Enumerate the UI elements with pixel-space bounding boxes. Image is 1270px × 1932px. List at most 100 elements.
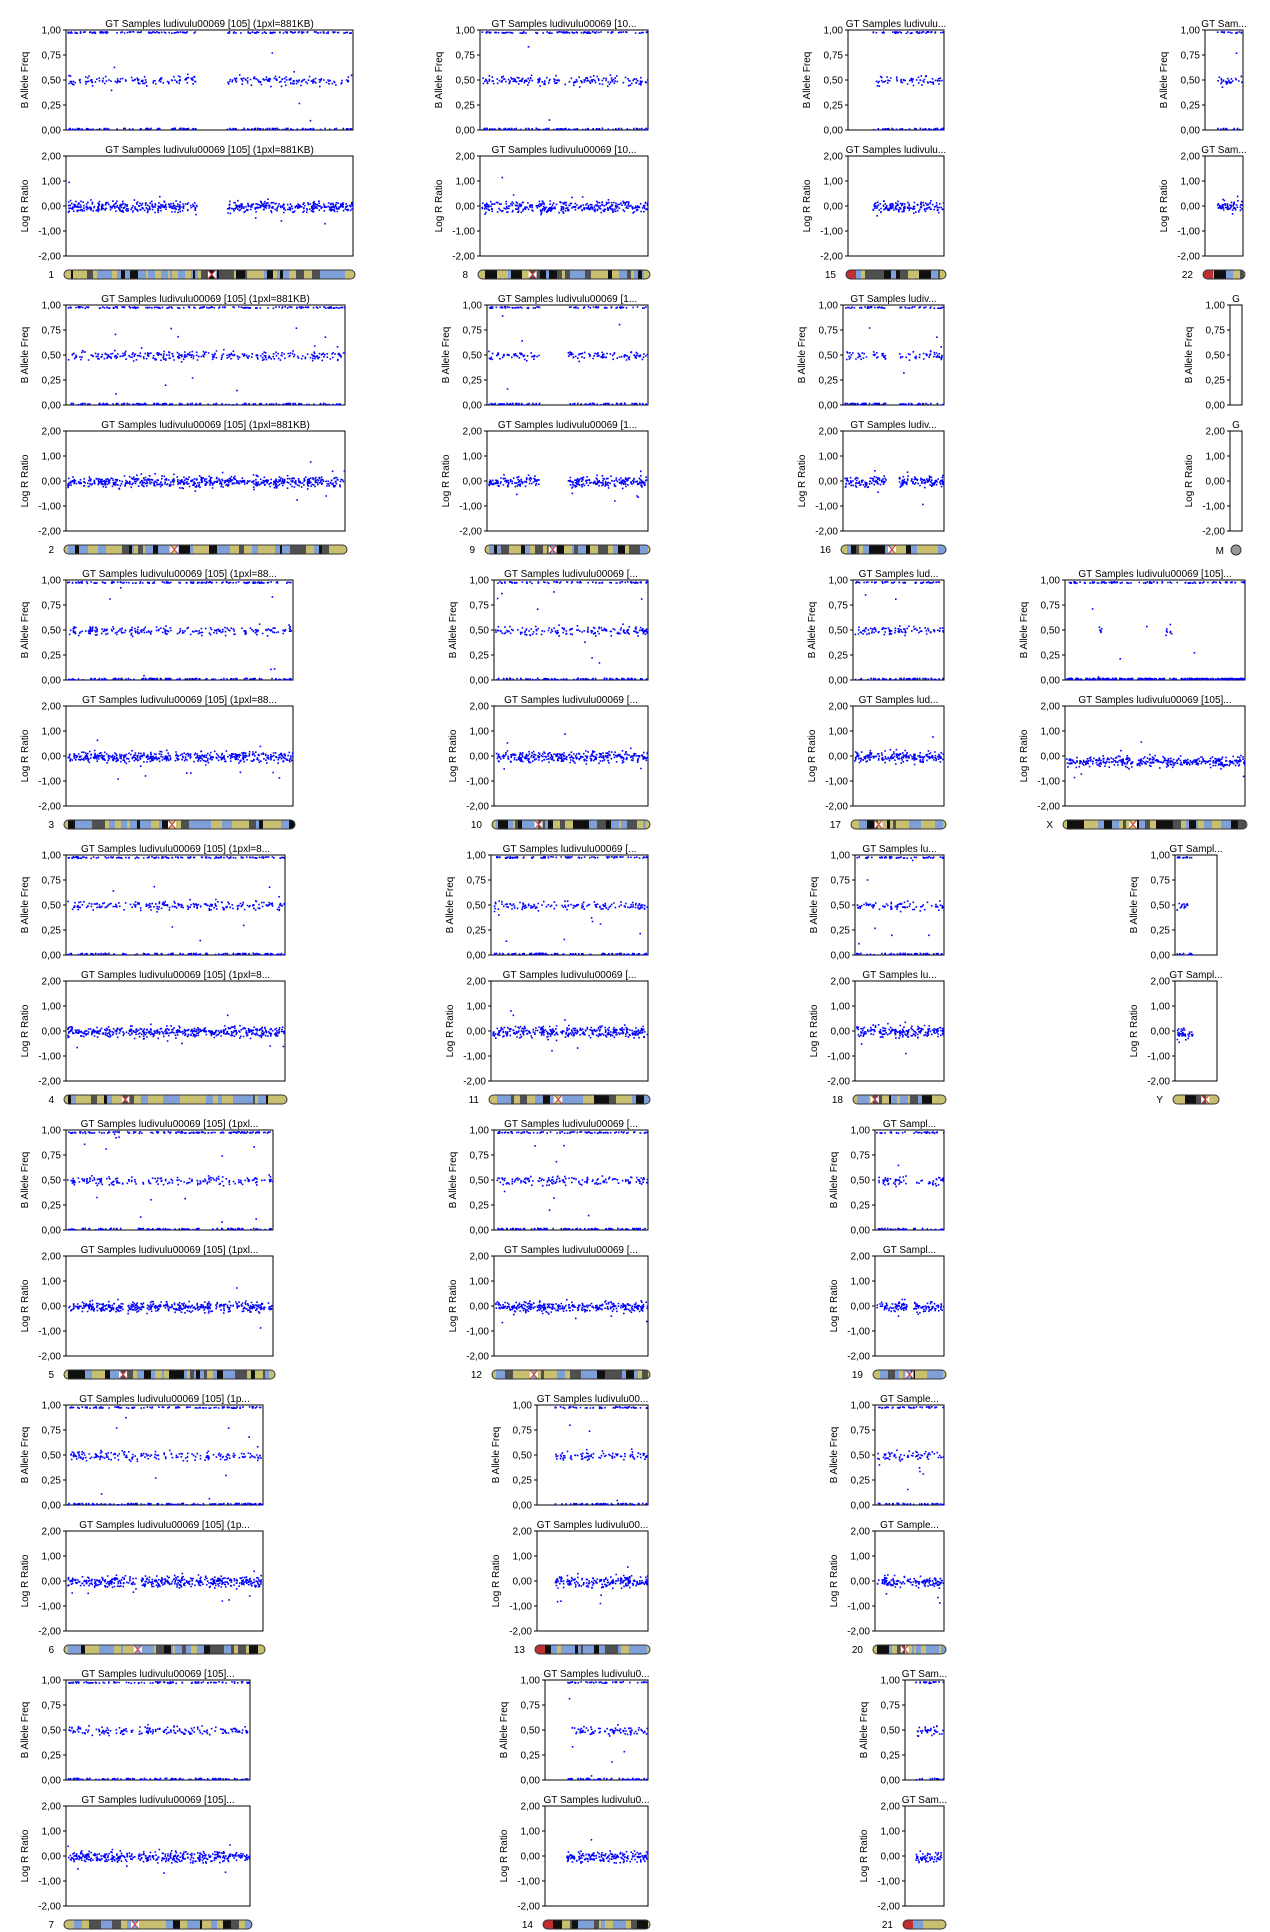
y-tick-label: 2,00	[42, 427, 62, 438]
y-tick-label: 1,00	[42, 177, 62, 188]
panel-title: GT Samples ludivulu00069 [105] (1pxl=881…	[101, 294, 310, 305]
y-tick-label: 0,00	[456, 126, 476, 137]
y-tick-label: 0,00	[1151, 951, 1171, 962]
y-tick-label: 0,00	[42, 1501, 62, 1512]
baf-points	[67, 1406, 263, 1506]
lrr-points	[876, 1574, 944, 1604]
y-tick-label: 0,00	[42, 1776, 62, 1787]
baf-points	[1176, 856, 1193, 956]
y-tick-label: -2,00	[38, 527, 61, 538]
panel-title: GT Sampl...	[883, 1245, 936, 1256]
y-tick-label: 1,00	[42, 452, 62, 463]
chromosome-panel-15: GT Samples ludivulu...0,000,250,500,751,…	[802, 19, 947, 281]
y-tick-label: 2,00	[829, 702, 849, 713]
panel-title: GT Samples ludivulu00069 [105]...	[1078, 569, 1231, 580]
plot-frame	[65, 854, 286, 956]
y-tick-label: -1,00	[452, 227, 475, 238]
y-tick-label: 0,00	[521, 1852, 541, 1863]
chromosome-bands	[64, 1920, 252, 1929]
y-tick-label: 0,25	[831, 926, 851, 937]
panel-title: GT Sample...	[880, 1394, 939, 1405]
y-tick-label: 1,00	[513, 1552, 533, 1563]
chromosome-outline	[542, 1919, 651, 1930]
y-tick-label: 0,00	[456, 202, 476, 213]
panel-title: GT Samples ludivulu00069 [1...	[498, 294, 637, 305]
centromere	[528, 270, 537, 279]
y-tick-label: 0,00	[470, 1302, 490, 1313]
chromosome-number: 12	[471, 1370, 483, 1381]
chromosome-panel-5: GT Samples ludivulu00069 [105] (1pxl... 0…	[20, 1119, 276, 1381]
y-tick-label: 0,50	[819, 351, 839, 362]
y-axis-label: B Allele Freq	[797, 327, 808, 384]
chromosome-number: 1	[48, 270, 54, 281]
y-tick-label: 0,00	[470, 1226, 490, 1237]
lrr-points	[495, 733, 649, 770]
y-tick-label: 0,50	[470, 626, 490, 637]
y-tick-label: 2,00	[1151, 977, 1171, 988]
y-tick-label: 0,00	[881, 1776, 901, 1787]
y-axis-label: B Allele Freq	[20, 877, 31, 934]
panel-title: GT Samples lu...	[862, 970, 936, 981]
plot-frame	[1229, 430, 1243, 532]
y-tick-label: 0,75	[456, 51, 476, 62]
panel-title: GT Samples ludivulu00069 [105] (1p...	[79, 1394, 249, 1405]
y-tick-label: 0,25	[829, 651, 849, 662]
y-axis-label: B Allele Freq	[491, 1427, 502, 1484]
panel-title: GT Samples ludivulu00069 [...	[504, 569, 638, 580]
y-tick-label: 2,00	[42, 1252, 62, 1263]
y-tick-label: 0,75	[463, 326, 483, 337]
y-tick-label: 1,00	[1181, 26, 1201, 37]
panel-title: GT Sam...	[1201, 19, 1246, 30]
y-axis-label: Log R Ratio	[802, 179, 813, 232]
chromosome-outline	[491, 819, 651, 830]
baf-points	[481, 31, 649, 131]
y-tick-label: 1,00	[456, 26, 476, 37]
y-axis-label: Log R Ratio	[1129, 1004, 1140, 1057]
lrr-points	[481, 176, 649, 216]
y-tick-label: 0,75	[42, 601, 62, 612]
y-tick-label: 1,00	[456, 177, 476, 188]
y-tick-label: 0,25	[1151, 926, 1171, 937]
chromosome-bands	[535, 1645, 650, 1654]
y-tick-label: 2,00	[1041, 702, 1061, 713]
y-tick-label: 0,00	[42, 1577, 62, 1588]
y-axis-label: Log R Ratio	[807, 729, 818, 782]
y-axis-label: B Allele Freq	[829, 1427, 840, 1484]
panel-title: GT Sample...	[880, 1520, 939, 1531]
plot-frame	[490, 980, 649, 1082]
chromosome-panel-20: GT Sample... 0,00 0,25 0,50 0,75 1,00 B Allele…	[829, 1394, 947, 1656]
y-axis-label: Log R Ratio	[20, 1554, 31, 1607]
y-tick-label: 2,00	[470, 1252, 490, 1263]
y-tick-label: -1,00	[517, 1877, 540, 1888]
centromere	[133, 1645, 143, 1654]
y-tick-label: 0,25	[470, 1201, 490, 1212]
centromere	[167, 820, 177, 829]
chromosome-panel-2: GT Samples ludivulu00069 [105] (1pxl=881…	[20, 294, 348, 556]
chromosome-outline	[845, 269, 947, 280]
y-tick-label: 1,00	[513, 1401, 533, 1412]
y-tick-label: -2,00	[877, 1902, 900, 1913]
y-tick-label: 0,00	[42, 1226, 62, 1237]
chromosome-number: 21	[882, 1920, 894, 1931]
y-tick-label: 0,75	[1041, 601, 1061, 612]
y-tick-label: 0,50	[829, 626, 849, 637]
y-tick-label: 0,50	[1151, 901, 1171, 912]
y-axis-label: B Allele Freq	[434, 52, 445, 109]
y-tick-label: 1,00	[881, 1676, 901, 1687]
lrr-points	[876, 1298, 945, 1317]
y-tick-label: 1,00	[1206, 301, 1226, 312]
chromosome-panel-22: GT Sam...0,000,250,500,751,00B Allele Fr…	[1159, 19, 1247, 281]
y-tick-label: 0,25	[42, 1476, 62, 1487]
plot-frame	[874, 1129, 945, 1231]
chromosome-panel-X: GT Samples ludivulu00069 [105]... 0,00 0,2…	[1019, 569, 1248, 831]
y-axis-label: B Allele Freq	[1019, 602, 1030, 659]
y-tick-label: 2,00	[521, 1802, 541, 1813]
centromere	[120, 1095, 130, 1104]
panel-title: GT Samples ludivulu00069 [105] (1pxl=8..…	[81, 970, 270, 981]
y-tick-label: 0,00	[819, 401, 839, 412]
lrr-points	[566, 1839, 649, 1864]
chromosome-number: 15	[825, 270, 837, 281]
chromosome-outline	[850, 819, 947, 830]
y-tick-label: 1,00	[1041, 727, 1061, 738]
chromosome-panel-10: GT Samples ludivulu00069 [... 0,00 0,25 0,5…	[448, 569, 651, 831]
